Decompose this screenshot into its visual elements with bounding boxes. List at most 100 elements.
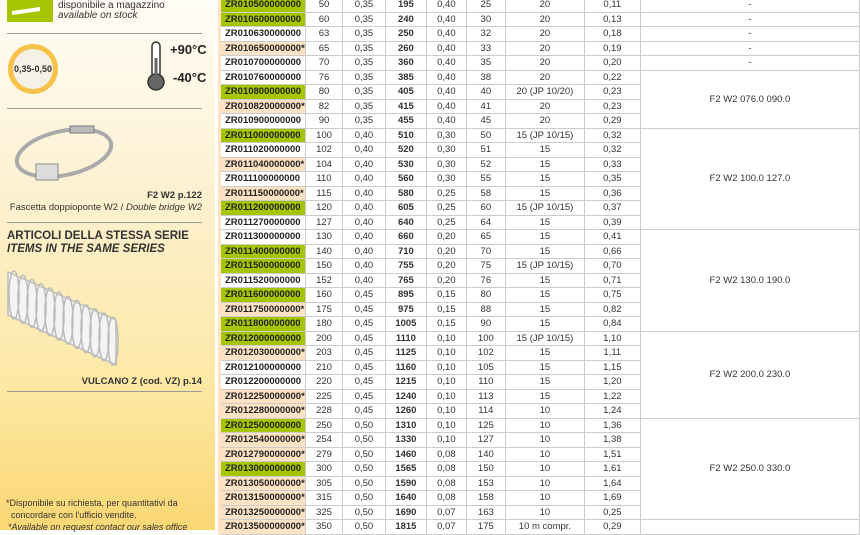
table-row: ZR012790000000* 279 0,50 1460 0,08 140 10 1,51 bbox=[218, 446, 860, 462]
product-code[interactable]: ZR010820000000* bbox=[218, 98, 306, 114]
diameter: 90 bbox=[304, 113, 344, 129]
table-row: ZR011520000000 152 0,40 765 0,20 76 15 0,71 bbox=[218, 272, 860, 288]
pressure: 0,40 bbox=[426, 26, 467, 42]
pressure: 0,20 bbox=[426, 272, 467, 288]
stock-logo-icon bbox=[7, 0, 53, 22]
product-code[interactable]: ZR012790000000* bbox=[218, 446, 306, 462]
pressure: 0,25 bbox=[426, 214, 467, 230]
diameter: 152 bbox=[304, 272, 344, 288]
thickness: 0,50 bbox=[342, 417, 386, 433]
product-code[interactable]: ZR012250000000* bbox=[218, 388, 306, 404]
product-code[interactable]: ZR011600000000 bbox=[218, 287, 306, 303]
length: 10 bbox=[505, 504, 585, 520]
weight: 530 bbox=[384, 156, 428, 172]
product-code[interactable]: ZR010800000000 bbox=[218, 84, 306, 100]
bend-radius: 140 bbox=[465, 446, 507, 462]
product-code[interactable]: ZR013150000000* bbox=[218, 490, 306, 506]
product-code[interactable]: ZR011800000000 bbox=[218, 316, 306, 332]
product-code[interactable]: ZR011500000000 bbox=[218, 258, 306, 274]
thickness: 0,40 bbox=[342, 200, 386, 216]
product-code[interactable]: ZR013250000000* bbox=[218, 504, 306, 520]
price: 0,39 bbox=[583, 214, 641, 230]
pressure: 0,08 bbox=[426, 461, 467, 477]
diameter: 180 bbox=[304, 316, 344, 332]
diameter: 110 bbox=[304, 171, 344, 187]
product-code[interactable]: ZR010900000000 bbox=[218, 113, 306, 129]
product-code[interactable]: ZR010700000000 bbox=[218, 55, 306, 71]
thermometer-icon bbox=[147, 41, 165, 91]
accessory-ref bbox=[639, 519, 860, 535]
length: 15 (JP 10/15) bbox=[505, 258, 585, 274]
price: 0,66 bbox=[583, 243, 641, 259]
thickness: 0,40 bbox=[342, 272, 386, 288]
product-code[interactable]: ZR010760000000 bbox=[218, 69, 306, 85]
product-code[interactable]: ZR010600000000 bbox=[218, 11, 306, 27]
pressure: 0,10 bbox=[426, 345, 467, 361]
product-code[interactable]: ZR013500000000* bbox=[218, 519, 306, 535]
pressure: 0,40 bbox=[426, 11, 467, 27]
product-code[interactable]: ZR011270000000 bbox=[218, 214, 306, 230]
pressure: 0,25 bbox=[426, 185, 467, 201]
length: 15 bbox=[505, 287, 585, 303]
product-code[interactable]: ZR011150000000* bbox=[218, 185, 306, 201]
diameter: 80 bbox=[304, 84, 344, 100]
pressure: 0,40 bbox=[426, 0, 467, 13]
product-code[interactable]: ZR011000000000 bbox=[218, 127, 306, 143]
series-title-it: ARTICOLI DELLA STESSA SERIE bbox=[7, 230, 189, 242]
table-row: ZR010600000000 60 0,35 240 0,40 30 20 0,13- bbox=[218, 11, 860, 27]
thickness: 0,45 bbox=[342, 403, 386, 419]
diameter: 203 bbox=[304, 345, 344, 361]
thickness: 0,45 bbox=[342, 388, 386, 404]
product-code[interactable]: ZR011100000000 bbox=[218, 171, 306, 187]
product-code[interactable]: ZR011020000000 bbox=[218, 142, 306, 158]
accessory-name: Fascetta doppioponte W2 / Double bridge … bbox=[10, 202, 202, 213]
diameter: 82 bbox=[304, 98, 344, 114]
bend-radius: 76 bbox=[465, 272, 507, 288]
bend-radius: 100 bbox=[465, 330, 507, 346]
product-code[interactable]: ZR012030000000* bbox=[218, 345, 306, 361]
product-code[interactable]: ZR010500000000 bbox=[218, 0, 306, 13]
bend-radius: 110 bbox=[465, 374, 507, 390]
product-code[interactable]: ZR012000000000 bbox=[218, 330, 306, 346]
product-code[interactable]: ZR011040000000* bbox=[218, 156, 306, 172]
product-code[interactable]: ZR013000000000 bbox=[218, 461, 306, 477]
product-code[interactable]: ZR010650000000* bbox=[218, 40, 306, 56]
price: 1,36 bbox=[583, 417, 641, 433]
length: 10 bbox=[505, 490, 585, 506]
bend-radius: 55 bbox=[465, 171, 507, 187]
length: 20 bbox=[505, 26, 585, 42]
weight: 520 bbox=[384, 142, 428, 158]
price: 0,84 bbox=[583, 316, 641, 332]
diameter: 350 bbox=[304, 519, 344, 535]
hose-ring bbox=[89, 308, 101, 358]
price: 1,10 bbox=[583, 330, 641, 346]
product-code[interactable]: ZR012540000000* bbox=[218, 432, 306, 448]
product-code[interactable]: ZR011750000000* bbox=[218, 301, 306, 317]
price: 0,29 bbox=[583, 113, 641, 129]
diameter: 63 bbox=[304, 26, 344, 42]
series-item[interactable]: VULCANO Z (cod. VZ) p.14 bbox=[81, 376, 202, 387]
table-row: ZR010760000000 76 0,35 385 0,40 38 20 0,22 F2 W2… bbox=[218, 69, 860, 129]
product-code[interactable]: ZR011300000000 bbox=[218, 229, 306, 245]
product-code[interactable]: ZR012200000000 bbox=[218, 374, 306, 390]
price: 0,25 bbox=[583, 504, 641, 520]
product-code[interactable]: ZR011400000000 bbox=[218, 243, 306, 259]
bend-radius: 158 bbox=[465, 490, 507, 506]
product-code[interactable]: ZR012100000000 bbox=[218, 359, 306, 375]
diameter: 220 bbox=[304, 374, 344, 390]
diameter: 130 bbox=[304, 229, 344, 245]
product-code[interactable]: ZR013050000000* bbox=[218, 475, 306, 491]
product-code[interactable]: ZR012280000000* bbox=[218, 403, 306, 419]
price: 1,61 bbox=[583, 461, 641, 477]
pressure: 0,10 bbox=[426, 359, 467, 375]
product-code[interactable]: ZR010630000000 bbox=[218, 26, 306, 42]
hose-ring bbox=[8, 270, 20, 320]
thickness: 0,35 bbox=[342, 0, 386, 13]
length: 10 bbox=[505, 475, 585, 491]
product-code[interactable]: ZR011520000000 bbox=[218, 272, 306, 288]
product-code[interactable]: ZR012500000000 bbox=[218, 417, 306, 433]
bend-radius: 127 bbox=[465, 432, 507, 448]
price: 0,20 bbox=[583, 55, 641, 71]
product-code[interactable]: ZR011200000000 bbox=[218, 200, 306, 216]
accessory-name-en: Double bridge W2 bbox=[125, 202, 202, 213]
